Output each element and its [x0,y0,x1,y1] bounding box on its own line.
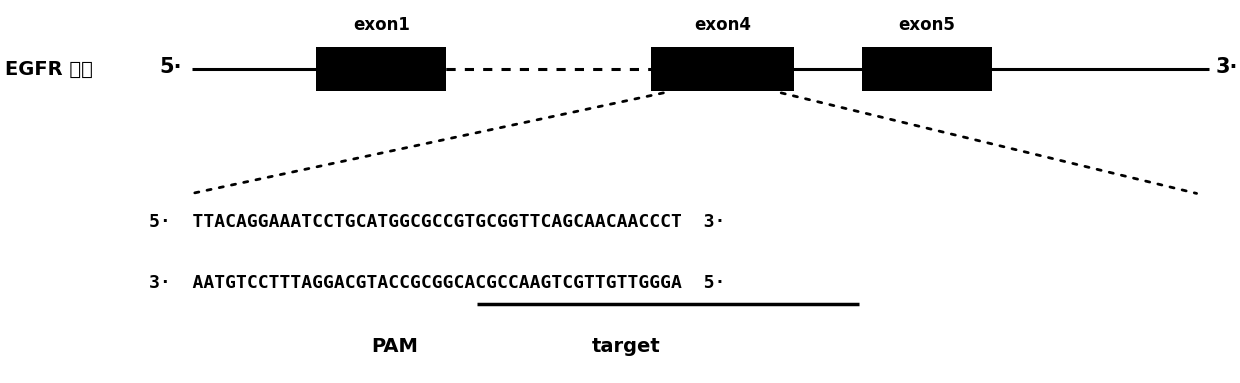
Bar [651,47,794,91]
Text: 3·  AATGTCCTTTAGGACGTACCGCGGCACGCCAAGTCGTTGTTGGGA  5·: 3· AATGTCCTTTAGGACGTACCGCGGCACGCCAAGTCGT… [149,275,725,292]
Bar [862,47,992,91]
Text: exon5: exon5 [899,16,955,33]
Text: PAM: PAM [371,337,418,356]
Text: 5·: 5· [160,57,182,77]
Text: 3·: 3· [1215,57,1238,77]
Text: 5·  TTACAGGAAATCCTGCATGGCGCCGTGCGGTTCAGCAACAACCCT  3·: 5· TTACAGGAAATCCTGCATGGCGCCGTGCGGTTCAGCA… [149,213,725,231]
Text: target: target [591,337,661,356]
Text: exon1: exon1 [353,16,409,33]
Text: EGFR 基因: EGFR 基因 [5,59,93,79]
Bar [316,47,446,91]
Text: exon4: exon4 [694,16,750,33]
